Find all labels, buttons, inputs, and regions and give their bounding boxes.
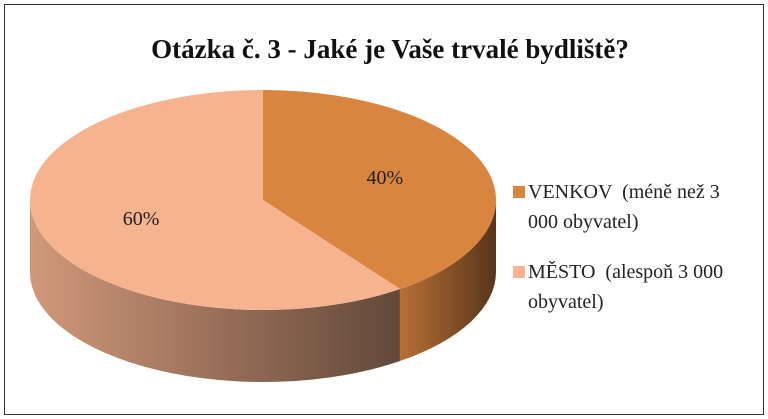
pie-slice	[30, 90, 400, 310]
pie-slice	[263, 90, 497, 289]
pie-side	[399, 200, 496, 361]
legend-swatch	[513, 266, 525, 278]
legend-item: MĚSTO (alespoň 3 000 obyvatel)	[513, 257, 748, 317]
pie-side	[29, 200, 400, 382]
legend-swatch	[513, 186, 525, 198]
chart-title: Otázka č. 3 - Jaké je Vaše trvalé bydliš…	[151, 34, 629, 64]
legend-label: VENKOV (méně než 3 000 obyvatel)	[528, 181, 725, 233]
data-label: 40%	[367, 167, 404, 189]
legend-item: VENKOV (méně než 3 000 obyvatel)	[513, 177, 748, 237]
data-label: 60%	[123, 208, 160, 230]
legend-label: MĚSTO (alespoň 3 000 obyvatel)	[528, 261, 729, 313]
